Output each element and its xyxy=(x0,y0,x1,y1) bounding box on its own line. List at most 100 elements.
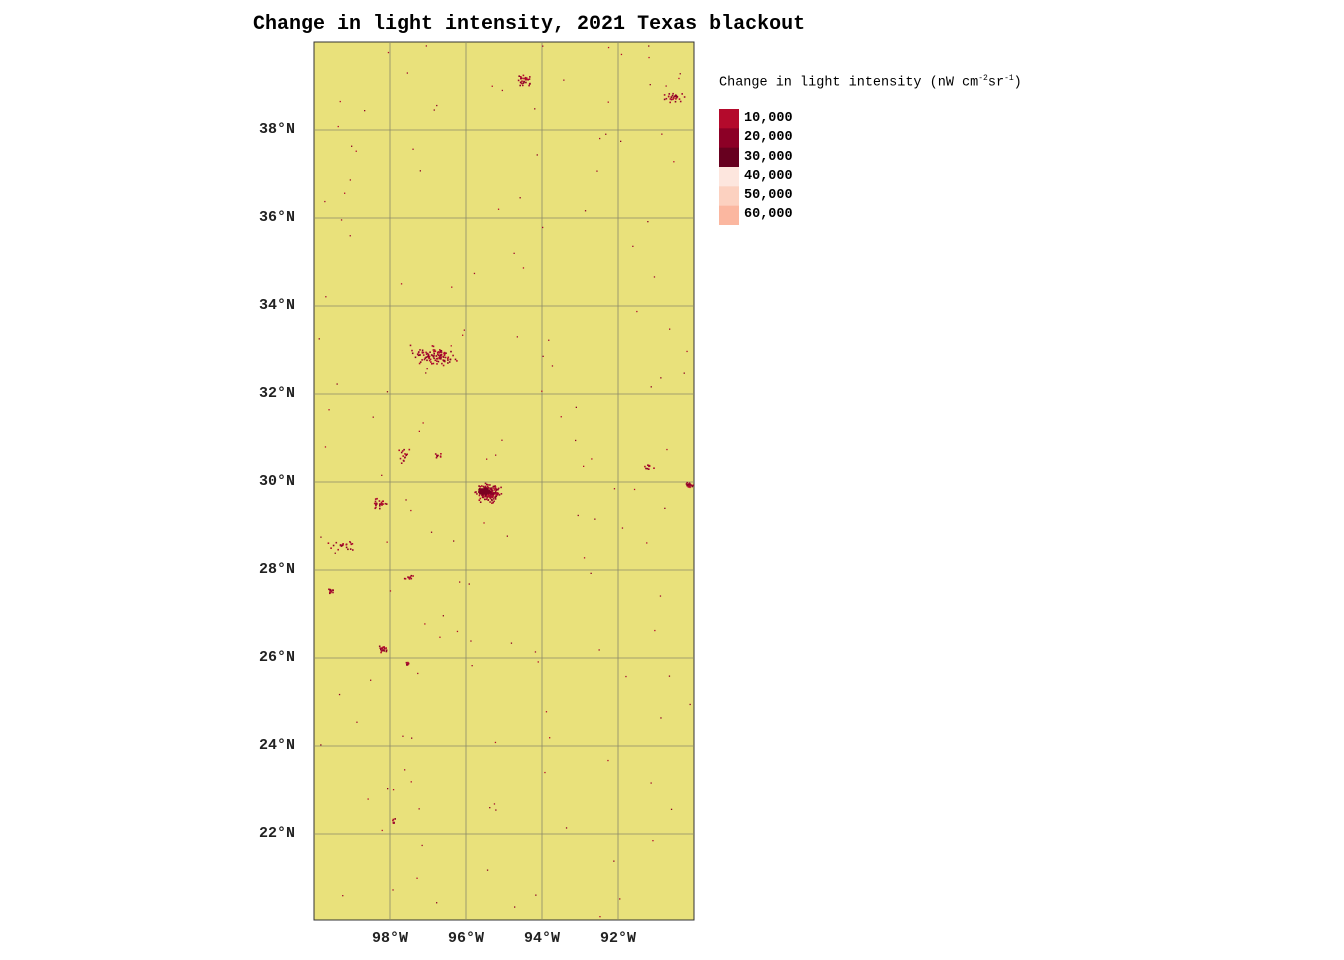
lat-label-32: 32°N xyxy=(259,385,296,402)
light-change-pixel xyxy=(483,522,485,524)
light-change-pixel xyxy=(605,133,607,135)
light-change-pixel xyxy=(447,359,449,361)
light-change-pixel xyxy=(380,501,383,504)
light-change-pixel xyxy=(596,170,598,172)
light-change-pixel xyxy=(437,454,439,457)
light-change-pixel xyxy=(392,889,394,891)
light-change-pixel xyxy=(489,501,491,503)
light-change-pixel xyxy=(490,496,492,498)
light-change-pixel xyxy=(342,543,344,545)
light-change-pixel xyxy=(481,495,484,498)
light-change-pixel xyxy=(489,488,491,490)
light-change-pixel xyxy=(330,547,332,549)
light-change-pixel xyxy=(542,45,544,47)
light-change-pixel xyxy=(493,487,495,490)
light-change-pixel xyxy=(494,486,497,488)
light-change-pixel xyxy=(450,345,452,347)
legend-color-bar xyxy=(719,109,739,225)
light-change-pixel xyxy=(479,485,482,488)
light-change-pixel xyxy=(474,491,476,494)
light-change-pixel xyxy=(385,650,388,653)
light-change-pixel xyxy=(381,829,383,832)
light-change-pixel xyxy=(591,458,593,460)
light-change-pixel xyxy=(444,360,446,363)
legend-label-30000: 30,000 xyxy=(744,150,793,165)
light-change-pixel xyxy=(524,76,527,79)
light-change-pixel xyxy=(408,448,411,451)
light-change-pixel xyxy=(523,81,525,83)
light-change-pixel xyxy=(491,502,493,504)
light-change-pixel xyxy=(665,97,668,100)
light-change-pixel xyxy=(501,89,503,92)
light-change-pixel xyxy=(583,465,585,467)
light-change-pixel xyxy=(423,358,426,361)
light-change-pixel xyxy=(470,640,472,642)
light-change-pixel xyxy=(481,496,484,499)
light-change-pixel xyxy=(527,78,529,81)
light-change-pixel xyxy=(445,352,447,354)
light-change-pixel xyxy=(433,109,435,111)
light-change-pixel xyxy=(350,543,353,546)
light-change-pixel xyxy=(575,439,577,442)
light-change-pixel xyxy=(669,98,672,100)
legend-swatch xyxy=(719,109,739,129)
light-change-pixel xyxy=(407,662,409,665)
light-change-pixel xyxy=(497,487,500,490)
lat-label-34: 34°N xyxy=(259,297,296,314)
light-change-pixel xyxy=(438,352,441,354)
light-change-pixel xyxy=(449,358,452,361)
light-change-pixel xyxy=(528,84,530,87)
light-change-pixel xyxy=(406,663,408,665)
light-change-pixel xyxy=(440,358,442,360)
light-change-pixel xyxy=(498,494,501,496)
light-change-pixel xyxy=(439,355,441,358)
light-change-pixel xyxy=(410,577,413,580)
light-change-pixel xyxy=(673,95,676,97)
light-change-pixel xyxy=(675,98,677,100)
light-change-pixel xyxy=(676,96,679,98)
light-change-pixel xyxy=(683,372,685,374)
light-change-pixel xyxy=(619,898,621,900)
light-change-pixel xyxy=(347,548,349,551)
light-change-pixel xyxy=(475,491,477,493)
light-change-pixel xyxy=(551,365,554,367)
light-change-pixel xyxy=(432,349,435,351)
light-change-pixel xyxy=(436,352,439,354)
lat-label-24: 24°N xyxy=(259,737,296,754)
light-change-pixel xyxy=(520,77,522,79)
light-change-pixel xyxy=(646,467,649,470)
light-change-pixel xyxy=(647,464,649,466)
light-change-pixel xyxy=(439,357,441,360)
light-change-pixel xyxy=(647,221,649,223)
light-change-pixel xyxy=(678,98,681,100)
light-change-pixel xyxy=(378,645,381,648)
light-change-pixel xyxy=(500,493,503,495)
light-change-pixel xyxy=(666,448,668,451)
light-change-pixel xyxy=(454,358,457,361)
light-change-pixel xyxy=(426,359,428,362)
light-change-pixel xyxy=(685,483,688,485)
light-change-pixel xyxy=(459,581,461,583)
light-change-pixel xyxy=(443,359,446,362)
light-change-pixel xyxy=(406,664,408,666)
light-change-pixel xyxy=(418,808,420,810)
light-change-pixel xyxy=(437,360,440,363)
light-change-pixel xyxy=(329,592,331,595)
light-change-pixel xyxy=(494,492,496,495)
light-change-pixel xyxy=(370,679,372,681)
light-change-pixel xyxy=(447,362,449,364)
light-change-pixel xyxy=(491,487,493,489)
light-change-pixel xyxy=(665,85,667,87)
light-change-pixel xyxy=(442,364,445,367)
light-change-pixel xyxy=(375,503,377,506)
light-change-pixel xyxy=(650,386,652,388)
light-change-pixel xyxy=(649,84,651,86)
light-change-pixel xyxy=(430,531,433,533)
light-change-pixel xyxy=(439,354,442,356)
light-change-pixel xyxy=(411,737,413,739)
light-change-pixel xyxy=(379,505,381,507)
light-change-pixel xyxy=(434,359,437,362)
light-change-pixel xyxy=(439,349,441,351)
light-change-pixel xyxy=(421,844,423,847)
light-change-pixel xyxy=(421,351,424,353)
